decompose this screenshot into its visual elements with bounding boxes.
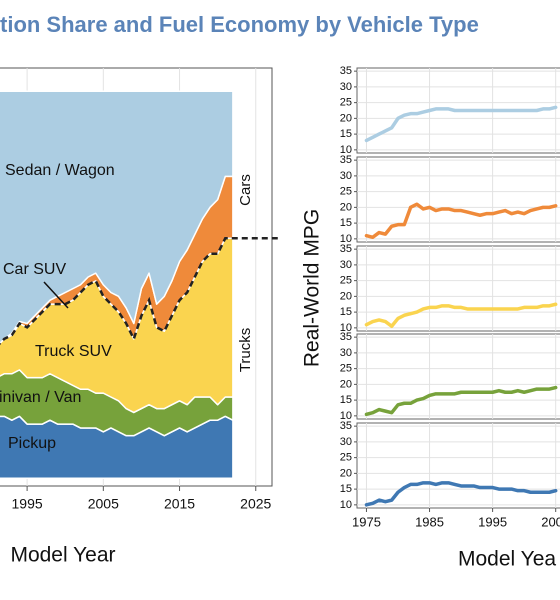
area-segment (0, 90, 234, 345)
panel-frame (356, 333, 560, 420)
x-tick-label: 2025 (240, 496, 271, 512)
x-tick-label: 2005 (88, 496, 119, 512)
mpg-line (364, 105, 558, 143)
y-tick-label: 35 (340, 420, 352, 432)
cars-trucks-divider (0, 237, 281, 346)
callout-line (43, 281, 69, 309)
y-tick-label: 30 (340, 259, 352, 271)
panel-frame (356, 245, 560, 332)
mpg-line (364, 302, 558, 329)
annotation: Cars (237, 174, 254, 206)
y-tick-label: 30 (340, 81, 352, 93)
y-tick-label: 25 (340, 275, 352, 287)
y-tick-label: 25 (340, 363, 352, 375)
mpg-line (364, 385, 558, 417)
y-tick-label: 25 (340, 186, 352, 198)
x-tick-label: 2005 (541, 514, 560, 529)
series-label: Truck SUV (35, 343, 112, 360)
y-tick-label: 10 (340, 233, 352, 245)
y-tick-label: 35 (340, 65, 352, 77)
y-tick-label: 15 (340, 128, 352, 140)
y-tick-label: 35 (340, 154, 352, 166)
y-tick-label: 30 (340, 347, 352, 359)
x-axis-label: Model Yea (458, 548, 556, 571)
y-tick-label: 20 (340, 290, 352, 302)
y-tick-label: 10 (340, 410, 352, 422)
x-tick-label: 1985 (415, 514, 444, 529)
x-axis-label: Model Year (10, 544, 115, 567)
x-tick-label: 1995 (478, 514, 507, 529)
y-tick-label: 10 (340, 322, 352, 334)
x-tick-label: 2015 (164, 496, 195, 512)
x-tick-label: 1975 (352, 514, 381, 529)
y-tick-label: 15 (340, 394, 352, 406)
panel-frame (356, 422, 560, 509)
y-tick-label: 25 (340, 97, 352, 109)
figure-title: tion Share and Fuel Economy by Vehicle T… (0, 12, 479, 37)
y-tick-label: 20 (340, 378, 352, 390)
y-tick-label: 10 (340, 144, 352, 156)
y-axis-label: Real-World MPG (301, 209, 324, 367)
y-tick-label: 15 (340, 217, 352, 229)
y-tick-label: 35 (340, 243, 352, 255)
annotation: Trucks (237, 328, 254, 372)
mpg-line (364, 481, 558, 507)
y-tick-label: 15 (340, 483, 352, 495)
y-tick-label: 30 (340, 436, 352, 448)
y-tick-label: 35 (340, 331, 352, 343)
mpg-line (364, 202, 558, 240)
x-tick-label: 1995 (12, 496, 43, 512)
y-tick-label: 15 (340, 306, 352, 318)
y-tick-label: 25 (340, 452, 352, 464)
y-tick-label: 30 (340, 170, 352, 182)
y-tick-label: 20 (340, 201, 352, 213)
series-label: Car SUV (3, 261, 66, 278)
y-tick-label: 10 (340, 499, 352, 511)
series-label: inivan / Van (0, 389, 81, 406)
y-tick-label: 20 (340, 112, 352, 124)
y-tick-label: 20 (340, 467, 352, 479)
series-label: Sedan / Wagon (5, 162, 115, 179)
series-label: Pickup (8, 435, 56, 452)
